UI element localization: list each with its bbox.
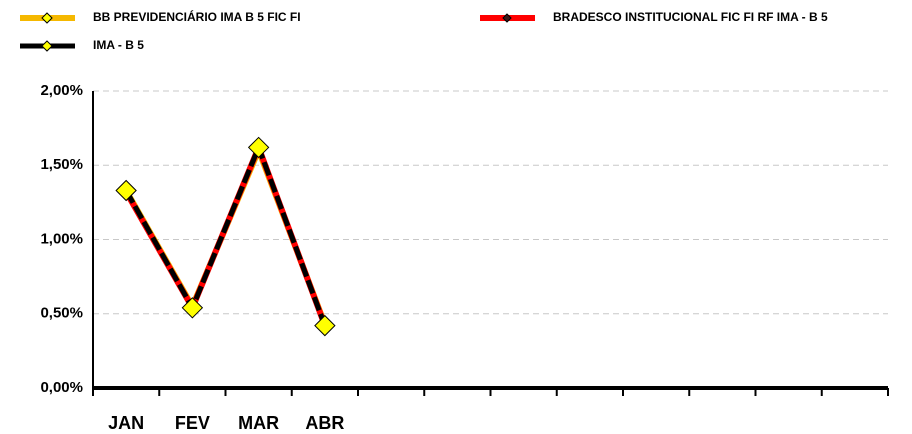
y-tick-label: 0,00% bbox=[40, 379, 83, 396]
legend-marker bbox=[502, 13, 512, 23]
marker bbox=[247, 136, 270, 159]
y-tick-label: 1,00% bbox=[40, 230, 83, 247]
series-line bbox=[123, 144, 328, 327]
legend-label: IMA - B 5 bbox=[93, 38, 144, 52]
marker bbox=[115, 179, 137, 202]
x-tick-label: ABR bbox=[305, 413, 344, 433]
marker bbox=[181, 297, 204, 319]
y-tick-label: 0,50% bbox=[40, 305, 83, 322]
legend-marker bbox=[41, 40, 53, 52]
legend-label: BRADESCO INSTITUCIONAL FIC FI RF IMA - B… bbox=[553, 10, 828, 24]
x-tick-label: FEV bbox=[175, 413, 210, 433]
y-tick-label: 1,50% bbox=[40, 156, 83, 173]
y-tick-label: 2,00% bbox=[40, 82, 83, 99]
marker bbox=[314, 314, 336, 337]
series-line bbox=[123, 144, 328, 327]
x-tick-label: MAR bbox=[238, 413, 279, 433]
legend-label: BB PREVIDENCIÁRIO IMA B 5 FIC FI bbox=[93, 9, 301, 24]
legend-marker bbox=[41, 12, 53, 24]
x-tick-label: JAN bbox=[108, 413, 144, 433]
